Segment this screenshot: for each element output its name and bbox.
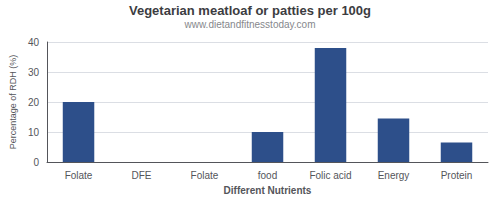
svg-text:Percentage of RDH (%): Percentage of RDH (%) (8, 55, 18, 150)
svg-text:www.dietandfitnesstoday.com: www.dietandfitnesstoday.com (184, 19, 316, 30)
svg-text:Energy: Energy (378, 170, 410, 181)
svg-text:Folic acid: Folic acid (309, 170, 351, 181)
svg-text:Folate: Folate (191, 170, 219, 181)
svg-text:30: 30 (28, 67, 40, 78)
svg-text:food: food (258, 170, 277, 181)
svg-text:Different Nutrients: Different Nutrients (224, 185, 312, 196)
svg-text:Folate: Folate (65, 170, 93, 181)
svg-text:DFE: DFE (132, 170, 152, 181)
svg-text:10: 10 (28, 127, 40, 138)
svg-text:Vegetarian meatloaf or patties: Vegetarian meatloaf or patties per 100g (129, 3, 371, 18)
svg-text:Protein: Protein (441, 170, 473, 181)
svg-text:20: 20 (28, 97, 40, 108)
svg-text:0: 0 (33, 157, 39, 168)
svg-text:40: 40 (28, 37, 40, 48)
